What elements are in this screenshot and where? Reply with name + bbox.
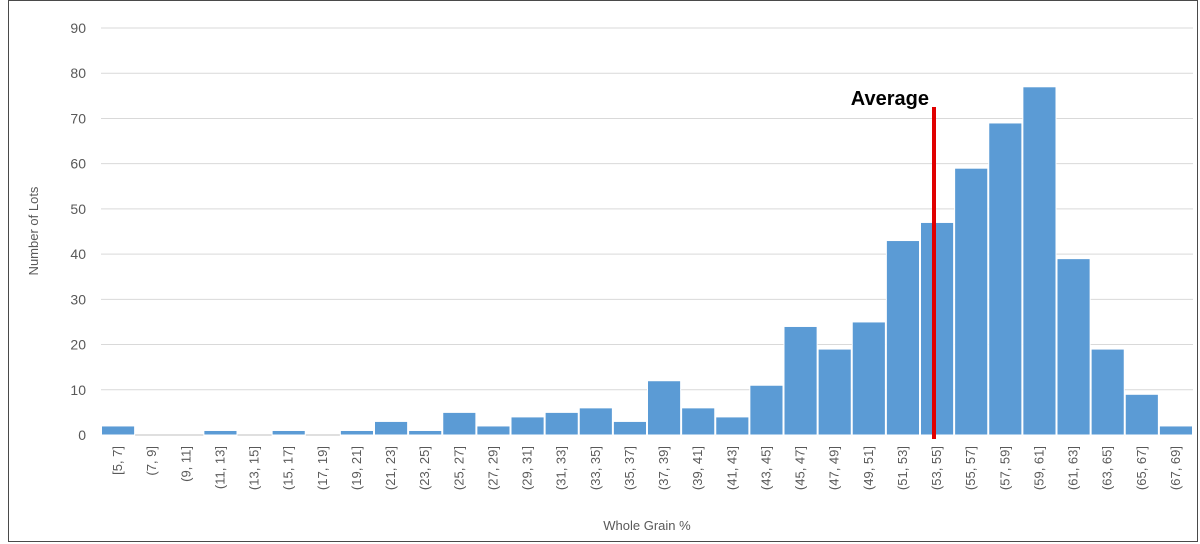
x-tick-label: (57, 59] xyxy=(997,446,1012,490)
y-tick-label: 0 xyxy=(78,427,86,443)
x-axis-title: Whole Grain % xyxy=(603,518,691,533)
x-tick-label: (41, 43] xyxy=(724,446,739,490)
bar xyxy=(612,420,647,436)
x-tick-label: (29, 31] xyxy=(520,446,535,490)
x-tick-label: (21, 23] xyxy=(383,446,398,490)
y-tick-label: 50 xyxy=(70,201,86,217)
x-tick-label: (7, 9] xyxy=(144,446,159,476)
bar xyxy=(101,425,136,436)
x-tick-label: (53, 55] xyxy=(929,446,944,490)
x-tick-label: (67, 69] xyxy=(1168,446,1183,490)
x-tick-label: (37, 39] xyxy=(656,446,671,490)
bar xyxy=(817,348,852,436)
y-tick-label: 30 xyxy=(70,291,86,307)
x-tick-label: (19, 21] xyxy=(349,446,364,490)
bar xyxy=(339,429,374,436)
bar xyxy=(851,321,886,436)
x-tick-label: (25, 27] xyxy=(451,446,466,490)
bar xyxy=(578,407,613,436)
x-tick-label: (11, 13] xyxy=(212,446,227,489)
x-tick-label: (13, 15] xyxy=(247,446,262,490)
x-tick-label: (61, 63] xyxy=(1066,446,1081,490)
bar xyxy=(510,416,545,436)
y-tick-label: 20 xyxy=(70,337,86,353)
y-tick-label: 90 xyxy=(70,20,86,36)
average-label: Average xyxy=(851,88,929,110)
bar xyxy=(988,122,1023,436)
x-tick-label: (43, 45] xyxy=(758,446,773,490)
x-tick-label: (15, 17] xyxy=(281,446,296,490)
x-tick-label: (65, 67] xyxy=(1134,446,1149,490)
y-axis-title: Number of Lots xyxy=(26,186,41,275)
bar xyxy=(1124,393,1159,436)
y-axis-ticks: 0 10 20 30 40 50 60 70 80 90 xyxy=(70,20,86,443)
x-tick-label: [5, 7] xyxy=(110,446,125,475)
x-tick-label: (59, 61] xyxy=(1031,446,1046,490)
bar xyxy=(1056,258,1091,436)
x-tick-label: (27, 29] xyxy=(485,446,500,490)
y-tick-label: 60 xyxy=(70,156,86,172)
bar xyxy=(681,407,716,436)
x-tick-label: (23, 25] xyxy=(417,446,432,490)
bar xyxy=(374,420,409,436)
y-tick-label: 80 xyxy=(70,65,86,81)
bar xyxy=(885,240,920,436)
bar xyxy=(954,167,989,436)
bar xyxy=(442,411,477,436)
x-tick-label: (33, 35] xyxy=(588,446,603,490)
bar xyxy=(544,411,579,436)
x-tick-label: (9, 11] xyxy=(178,446,193,482)
x-tick-label: (45, 47] xyxy=(793,446,808,490)
x-tick-label: (39, 41] xyxy=(690,446,705,490)
x-tick-label: (31, 33] xyxy=(554,446,569,490)
bar xyxy=(476,425,511,436)
bar xyxy=(1090,348,1125,436)
bar xyxy=(203,429,238,436)
x-tick-label: (47, 49] xyxy=(827,446,842,490)
bar xyxy=(647,380,682,436)
x-tick-label: (49, 51] xyxy=(861,446,876,490)
x-axis-ticks: [5, 7] (7, 9] (9, 11] (11, 13] (13, 15] (15, … xyxy=(110,446,1183,490)
bar xyxy=(1158,425,1193,436)
y-tick-label: 10 xyxy=(70,382,86,398)
bar xyxy=(920,221,955,436)
x-tick-label: (63, 65] xyxy=(1100,446,1115,490)
x-tick-label: (35, 37] xyxy=(622,446,637,490)
bar xyxy=(749,384,784,436)
x-tick-label: (55, 57] xyxy=(963,446,978,490)
bars xyxy=(101,86,1193,436)
x-tick-label: (17, 19] xyxy=(315,446,330,490)
y-tick-label: 40 xyxy=(70,246,86,262)
bar xyxy=(715,416,750,436)
average-annotation: Average xyxy=(851,88,936,439)
y-tick-label: 70 xyxy=(70,110,86,126)
bar xyxy=(271,429,306,436)
bar xyxy=(1022,86,1057,436)
x-tick-label: (51, 53] xyxy=(895,446,910,490)
bar xyxy=(408,429,443,436)
bar xyxy=(783,325,818,436)
